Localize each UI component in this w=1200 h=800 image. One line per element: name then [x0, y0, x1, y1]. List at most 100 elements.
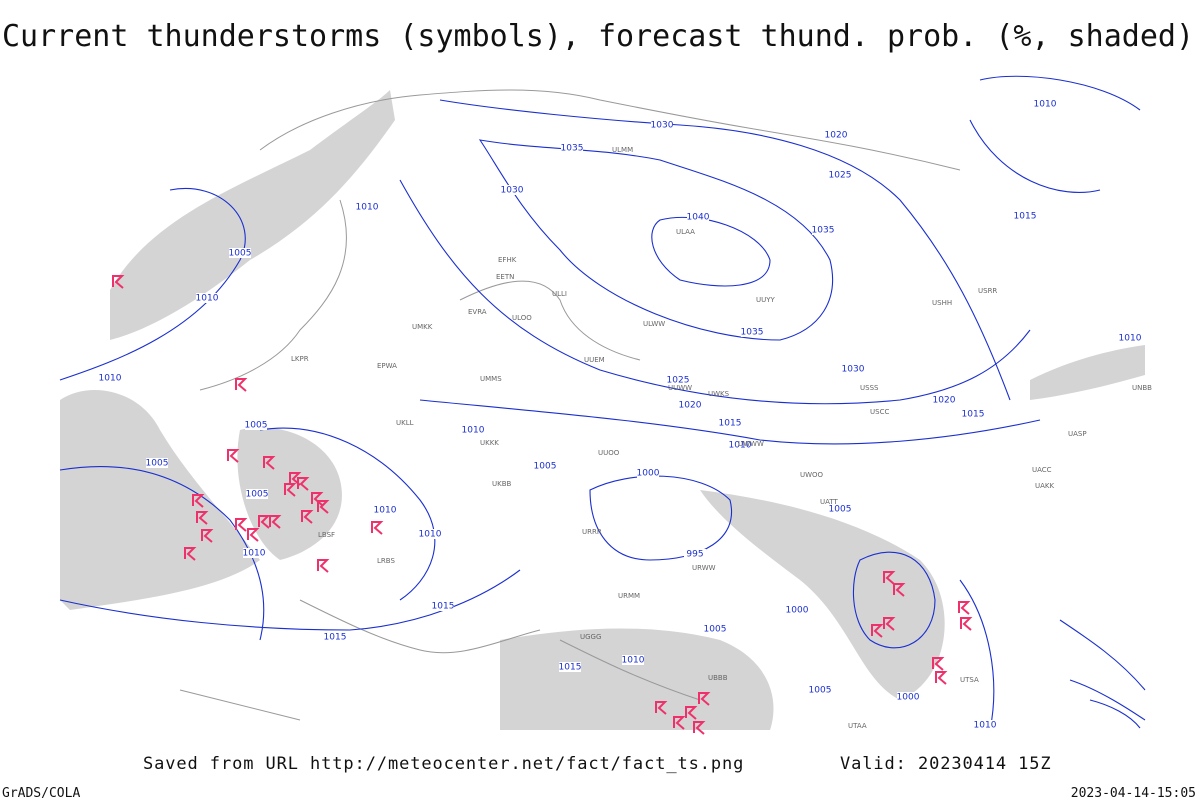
- isobar-label: 1020: [825, 131, 848, 141]
- isobar-label: 1010: [462, 426, 485, 436]
- isobar-label: 1010: [374, 506, 397, 516]
- shaded-area: [60, 390, 260, 610]
- isobar-label-bg: [974, 720, 996, 730]
- isobar-label-bg: [729, 440, 751, 450]
- station-label: UKKK: [480, 439, 499, 447]
- isobar-label: 1005: [809, 686, 832, 696]
- isobar-label: 1000: [897, 693, 920, 703]
- isobar-label-bg: [419, 529, 441, 539]
- isobar-label: 1005: [534, 462, 557, 472]
- thunderstorm-symbol: [883, 571, 896, 585]
- isobar-label-bg: [719, 418, 741, 428]
- station-label: UATT: [820, 498, 839, 506]
- station-label: UWWW: [738, 440, 764, 448]
- isobar-label: 1020: [933, 396, 956, 406]
- thunderstorm-symbol: [698, 692, 711, 706]
- isobar-label-bg: [684, 549, 706, 559]
- isobar-label-bg: [897, 692, 919, 702]
- isobar-label-bg: [243, 548, 265, 558]
- station-label: ULWW: [643, 320, 665, 328]
- isobar-label: 1010: [356, 203, 379, 213]
- isobar-label-bg: [1014, 211, 1036, 221]
- station-label: ULOO: [512, 314, 532, 322]
- shaded-area: [1030, 345, 1145, 400]
- station-label: LKPR: [291, 355, 309, 363]
- source-url: Saved from URL http://meteocenter.net/fa…: [143, 754, 744, 774]
- isobar-label-bg: [196, 293, 218, 303]
- isobar-label-bg: [679, 400, 701, 410]
- station-label: EETN: [496, 273, 514, 281]
- isobar-label: 1015: [559, 663, 582, 673]
- isobar-label: 1020: [679, 401, 702, 411]
- isobar-label: 1025: [667, 376, 690, 386]
- isobar-label: 1030: [501, 186, 524, 196]
- station-label: ULMM: [612, 146, 633, 154]
- isobar-label: 1010: [1034, 100, 1057, 110]
- isobar-label: 1000: [786, 606, 809, 616]
- map-title: Current thunderstorms (symbols), forecas…: [2, 19, 1194, 54]
- station-label: UTSA: [960, 676, 979, 684]
- isobar: [439, 99, 1011, 401]
- valid-time: Valid: 20230414 15Z: [840, 754, 1052, 774]
- thunderstorm-symbol: [227, 449, 240, 463]
- isobar-label-bg: [561, 143, 583, 153]
- isobar-label: 1015: [962, 410, 985, 420]
- isobar-label-bg: [245, 420, 267, 430]
- isobar-label-bg: [933, 395, 955, 405]
- isobar-label-bg: [667, 375, 689, 385]
- isobar-label-bg: [812, 225, 834, 235]
- map-area: 1030 1035 1030 1040 1035 1035 1030 1025 1020 1015…: [55, 70, 1152, 735]
- shaded-area: [500, 628, 774, 730]
- station-label: UAKK: [1035, 482, 1055, 490]
- isobar-label: 1010: [196, 294, 219, 304]
- station-label: LBSF: [318, 531, 335, 539]
- station-label: UUEM: [584, 356, 605, 364]
- station-label: UASP: [1068, 430, 1087, 438]
- isobar: [651, 216, 771, 287]
- station-label: UMMS: [480, 375, 502, 383]
- thunderstorm-symbol: [235, 518, 248, 532]
- isobar-label: 1005: [146, 459, 169, 469]
- thunderstorm-symbol: [192, 494, 205, 508]
- isobar-label: 1000: [637, 469, 660, 479]
- isobar-label-bg: [374, 505, 396, 515]
- isobar-label: 1010: [419, 530, 442, 540]
- station-label: UWKS: [708, 390, 730, 398]
- isobar-label: 1015: [324, 633, 347, 643]
- station-label: UKLL: [396, 419, 414, 427]
- software: GrADS/COLA: [2, 786, 80, 800]
- isobar-label: 1005: [245, 421, 268, 431]
- thunderstorm-symbol: [685, 706, 698, 720]
- thunderstorm-symbol: [883, 617, 896, 631]
- isobar-label: 995: [686, 550, 703, 560]
- isobar-label-bg: [246, 489, 268, 499]
- isobar-label-bg: [324, 632, 346, 642]
- isobar-label-bg: [1119, 333, 1141, 343]
- shaded-area: [110, 90, 395, 340]
- isobar: [969, 75, 1141, 193]
- isobar-label-bg: [829, 504, 851, 514]
- isobar-label-bg: [829, 170, 851, 180]
- station-label: UUYY: [756, 296, 776, 304]
- isobar-label-bg: [432, 601, 454, 611]
- isobar-label-bg: [687, 212, 709, 222]
- isobar: [478, 139, 834, 341]
- thunderstorm-symbol: [263, 456, 276, 470]
- isobar-label: 1035: [812, 226, 835, 236]
- isobar-label-bg: [559, 662, 581, 672]
- thunderstorm-symbol: [284, 483, 297, 497]
- isobar-label-bg: [809, 685, 831, 695]
- isobar-label: 1015: [432, 602, 455, 612]
- station-label: UUWW: [668, 384, 692, 392]
- station-label: USRR: [978, 287, 997, 295]
- isobar-label-bg: [637, 468, 659, 478]
- thunderstorm-symbol: [673, 716, 686, 730]
- thunderstorm-symbol: [301, 510, 314, 524]
- isobar-label-bg: [146, 458, 168, 468]
- station-label: URWW: [692, 564, 716, 572]
- shaded-area: [700, 490, 945, 700]
- station-label: ULAA: [676, 228, 695, 236]
- station-label: ULLI: [552, 290, 567, 298]
- isobar: [1059, 619, 1146, 729]
